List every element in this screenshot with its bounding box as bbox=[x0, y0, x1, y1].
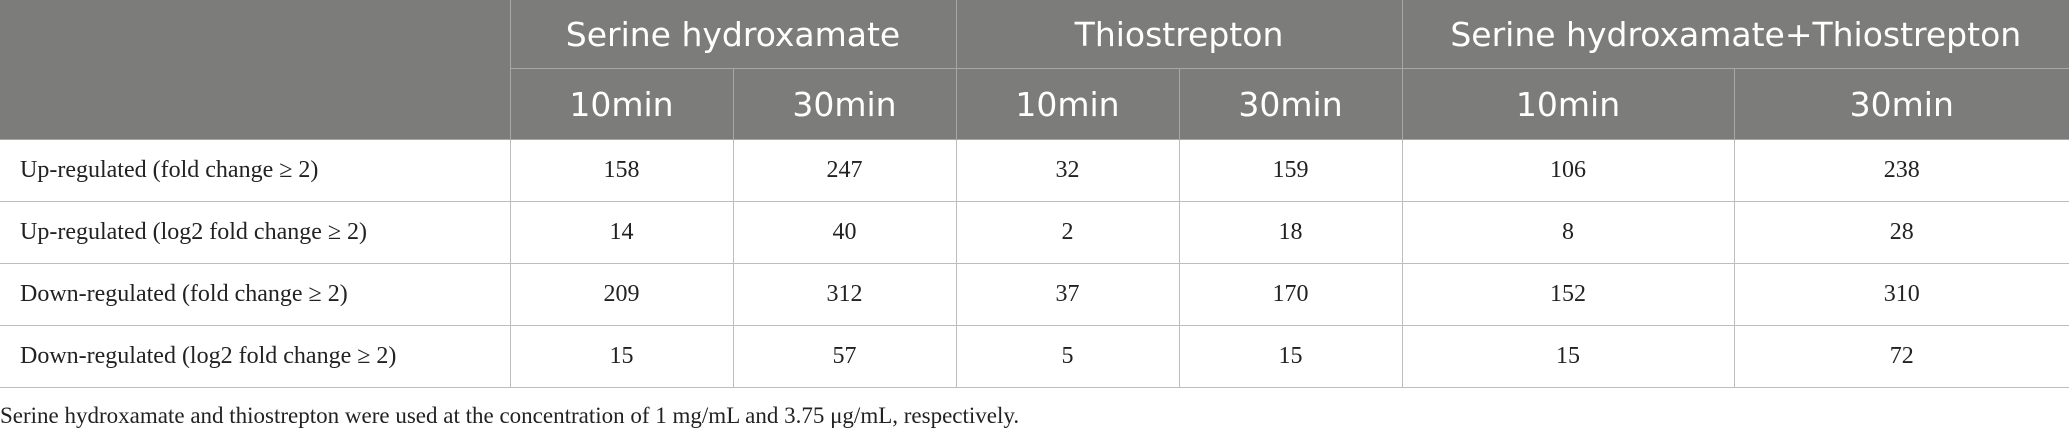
header-corner-cell bbox=[0, 0, 511, 140]
table-cell: 2 bbox=[956, 201, 1180, 264]
header-time-cell: 10min bbox=[1402, 68, 1735, 140]
header-group-thiostrepton: Thiostrepton bbox=[956, 0, 1403, 69]
table-cell: 37 bbox=[956, 263, 1180, 326]
header-time-cell: 30min bbox=[1734, 68, 2069, 140]
table-cell: 15 bbox=[510, 325, 734, 388]
header-row-groups: Serine hydroxamate Thiostrepton Serine h… bbox=[0, 0, 2069, 140]
table-cell: 158 bbox=[510, 139, 734, 202]
header-group-serine-hydroxamate: Serine hydroxamate bbox=[510, 0, 957, 69]
table-cell: 72 bbox=[1734, 325, 2069, 388]
table-cell: 170 bbox=[1179, 263, 1403, 326]
table-cell: 5 bbox=[956, 325, 1180, 388]
header-time-cell: 30min bbox=[733, 68, 957, 140]
table-row: Up-regulated (log2 fold change ≥ 2) 14 4… bbox=[0, 201, 2069, 264]
table-cell: 152 bbox=[1402, 263, 1735, 326]
table-cell: 247 bbox=[733, 139, 957, 202]
row-label: Up-regulated (log2 fold change ≥ 2) bbox=[0, 201, 511, 264]
table-row: Down-regulated (log2 fold change ≥ 2) 15… bbox=[0, 325, 2069, 388]
row-label: Down-regulated (log2 fold change ≥ 2) bbox=[0, 325, 511, 388]
table-cell: 209 bbox=[510, 263, 734, 326]
table-body: Up-regulated (fold change ≥ 2) 158 247 3… bbox=[0, 139, 2069, 388]
table-cell: 28 bbox=[1734, 201, 2069, 264]
table-cell: 106 bbox=[1402, 139, 1735, 202]
table-cell: 32 bbox=[956, 139, 1180, 202]
header-time-cell: 30min bbox=[1179, 68, 1403, 140]
table-row: Down-regulated (fold change ≥ 2) 209 312… bbox=[0, 263, 2069, 326]
table-cell: 40 bbox=[733, 201, 957, 264]
table-cell: 15 bbox=[1402, 325, 1735, 388]
table-cell: 8 bbox=[1402, 201, 1735, 264]
header-time-cell: 10min bbox=[510, 68, 734, 140]
row-label: Down-regulated (fold change ≥ 2) bbox=[0, 263, 511, 326]
table-cell: 14 bbox=[510, 201, 734, 264]
header-time-cell: 10min bbox=[956, 68, 1180, 140]
header-row-times: 10min 30min 10min 30min 10min 30min bbox=[0, 68, 2069, 140]
row-label: Up-regulated (fold change ≥ 2) bbox=[0, 139, 511, 202]
table-footnote: Serine hydroxamate and thiostrepton were… bbox=[0, 403, 1020, 428]
header-group-combination: Serine hydroxamate+Thiostrepton bbox=[1402, 0, 2069, 69]
table-cell: 312 bbox=[733, 263, 957, 326]
table-cell: 159 bbox=[1179, 139, 1403, 202]
table-cell: 310 bbox=[1734, 263, 2069, 326]
table-header: Serine hydroxamate Thiostrepton Serine h… bbox=[0, 0, 2069, 140]
table-cell: 18 bbox=[1179, 201, 1403, 264]
table-cell: 238 bbox=[1734, 139, 2069, 202]
table-row: Up-regulated (fold change ≥ 2) 158 247 3… bbox=[0, 139, 2069, 202]
table-cell: 57 bbox=[733, 325, 957, 388]
table-cell: 15 bbox=[1179, 325, 1403, 388]
data-table: Serine hydroxamate Thiostrepton Serine h… bbox=[0, 0, 2069, 388]
